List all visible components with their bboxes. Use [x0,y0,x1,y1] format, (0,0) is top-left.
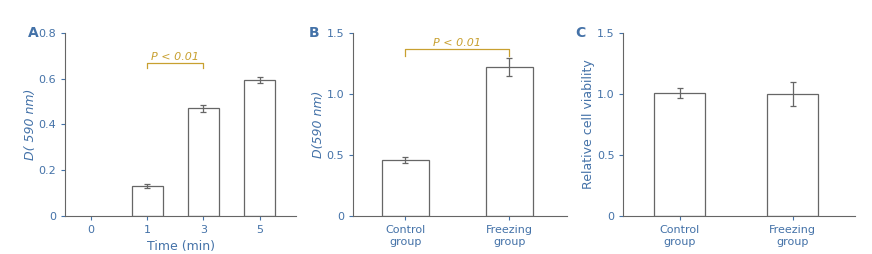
Text: B: B [309,26,319,40]
Text: C: C [575,26,585,40]
Y-axis label: Relative cell viability: Relative cell viability [582,60,596,189]
Bar [132,186,162,216]
Bar [655,93,705,216]
Text: P < 0.01: P < 0.01 [433,38,481,48]
X-axis label: Time (min): Time (min) [147,241,215,253]
Bar [188,108,219,216]
Text: P < 0.01: P < 0.01 [152,52,200,62]
Y-axis label: D(590 nm): D(590 nm) [312,91,325,158]
Bar [486,67,533,216]
Y-axis label: D( 590 nm): D( 590 nm) [24,89,37,160]
Bar [244,80,276,216]
Text: A: A [29,26,39,40]
Bar [382,161,429,216]
Bar [767,94,818,216]
